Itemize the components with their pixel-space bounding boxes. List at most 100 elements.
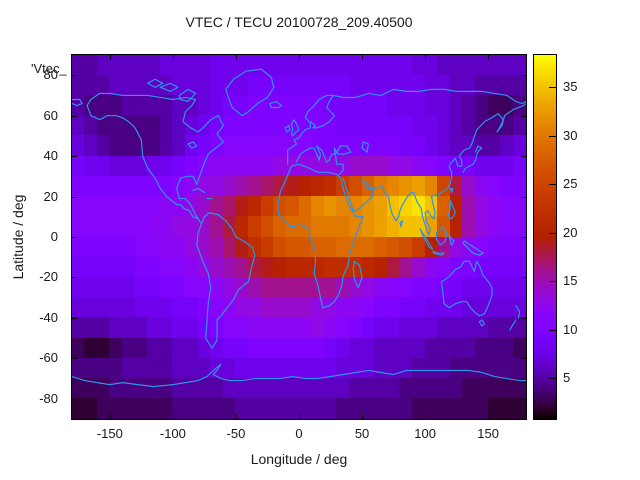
x-tick-label: -100 — [159, 426, 186, 441]
colorbar-tick-mark — [549, 281, 556, 282]
coast-sulawesi — [449, 235, 454, 245]
x-axis-label: Longitude / deg — [250, 451, 348, 467]
colorbar-tick-label: 10 — [563, 321, 578, 337]
x-tick-mark — [425, 55, 426, 60]
x-tick-mark — [488, 55, 489, 60]
coast-sri-lanka — [400, 221, 403, 227]
x-tick-mark — [173, 55, 174, 60]
y-tick-mark — [521, 237, 526, 238]
x-tick-mark — [362, 55, 363, 60]
y-tick-label: 20 — [43, 188, 58, 204]
x-tick-mark — [299, 55, 300, 60]
coast-baffin — [179, 89, 195, 101]
y-tick-mark — [521, 156, 526, 157]
coast-antarctica — [72, 364, 526, 386]
y-tick-mark — [72, 156, 77, 157]
key-label: 'Vtec_ — [31, 61, 67, 76]
x-tick-mark — [236, 414, 237, 419]
y-tick-mark — [521, 75, 526, 76]
colorbar-tick-mark — [549, 378, 556, 379]
x-tick-label: 150 — [477, 426, 500, 441]
colorbar-canvas — [534, 55, 556, 419]
coast-south-asia — [343, 104, 526, 235]
y-tick-mark — [72, 197, 77, 198]
coast-arctic-island-2 — [148, 79, 163, 87]
coast-borneo — [436, 227, 446, 245]
y-tick-mark — [521, 318, 526, 319]
y-tick-mark — [521, 277, 526, 278]
colorbar-tick-label: 30 — [563, 127, 578, 143]
y-tick-label: 80 — [43, 67, 58, 83]
x-tick-mark — [236, 55, 237, 60]
coast-new-guinea — [463, 241, 483, 255]
coast-sumatra — [420, 229, 433, 249]
coast-caspian — [362, 142, 368, 152]
colorbar-tick-mark — [549, 87, 556, 88]
coast-north-america — [87, 93, 223, 222]
x-tick-mark — [362, 414, 363, 419]
y-tick-mark — [72, 237, 77, 238]
y-tick-mark — [521, 197, 526, 198]
x-tick-mark — [173, 414, 174, 419]
colorbar-tick-label: 5 — [563, 370, 571, 386]
y-tick-mark — [521, 358, 526, 359]
colorbar-tick-label: 35 — [563, 79, 578, 95]
y-tick-mark — [521, 116, 526, 117]
coast-africa — [278, 164, 364, 308]
coast-arctic-island-1 — [160, 83, 178, 91]
coast-philippines — [448, 201, 456, 219]
y-tick-mark — [72, 399, 77, 400]
chart-title: VTEC / TECU 20100728_209.40500 — [185, 14, 413, 30]
coast-chukotka — [72, 99, 82, 105]
coast-great-lakes — [188, 142, 197, 148]
y-tick-label: -20 — [39, 269, 58, 285]
coast-new-zealand-north — [516, 306, 520, 318]
colorbar-tick-mark — [549, 330, 556, 331]
coast-europe — [288, 95, 335, 164]
x-tick-label: -150 — [96, 426, 123, 441]
y-tick-label: 40 — [43, 148, 58, 164]
y-tick-label: -80 — [39, 390, 58, 406]
x-tick-label: -50 — [226, 426, 246, 441]
colorbar-tick-label: 25 — [563, 176, 578, 192]
coast-new-zealand-south — [510, 320, 516, 330]
x-tick-mark — [488, 414, 489, 419]
coast-australia — [442, 261, 492, 316]
colorbar-tick-mark — [549, 184, 556, 185]
x-tick-mark — [110, 414, 111, 419]
colorbar — [533, 54, 557, 420]
y-tick-label: 0 — [50, 229, 58, 244]
y-tick-label: 60 — [43, 107, 58, 123]
y-tick-mark — [521, 399, 526, 400]
colorbar-tick-mark — [549, 136, 556, 137]
coast-madagascar — [353, 261, 362, 287]
colorbar-tick-mark — [549, 233, 556, 234]
map-plot-area — [71, 54, 527, 420]
coast-mediterranean — [296, 146, 350, 174]
x-tick-mark — [425, 414, 426, 419]
colorbar-tick-label: 15 — [563, 273, 578, 289]
x-tick-label: 50 — [354, 426, 370, 441]
y-tick-label: -60 — [39, 350, 58, 366]
coast-britain — [291, 120, 299, 136]
coast-cuba — [193, 188, 204, 192]
coast-siberia-arctic — [333, 89, 526, 103]
y-tick-mark — [72, 318, 77, 319]
y-tick-label: -40 — [39, 309, 58, 325]
coast-iceland — [270, 102, 281, 108]
coastlines-layer — [72, 55, 526, 419]
coast-java — [433, 251, 444, 255]
y-tick-mark — [72, 75, 77, 76]
coast-tasmania — [479, 320, 484, 326]
coast-ireland — [285, 126, 290, 132]
x-tick-label: 100 — [414, 426, 436, 441]
coast-japan — [463, 146, 482, 172]
x-tick-mark — [299, 414, 300, 419]
y-tick-mark — [72, 358, 77, 359]
x-tick-label: 0 — [295, 426, 303, 441]
coast-south-america — [197, 213, 255, 348]
coast-greenland — [226, 69, 274, 116]
y-tick-mark — [72, 116, 77, 117]
coast-taiwan — [450, 188, 453, 192]
